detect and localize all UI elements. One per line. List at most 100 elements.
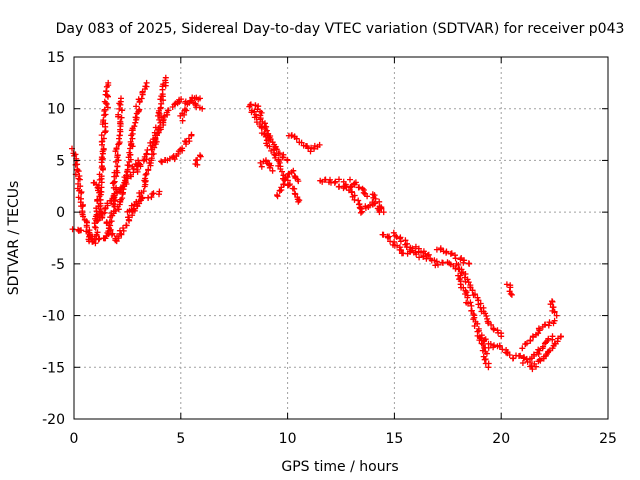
data-point <box>472 291 478 298</box>
data-point <box>104 92 111 99</box>
data-point <box>342 183 349 190</box>
data-point <box>197 152 203 159</box>
data-point <box>98 154 105 161</box>
data-point <box>418 249 424 256</box>
data-point <box>285 170 292 177</box>
data-point <box>443 249 450 256</box>
data-point <box>113 184 120 191</box>
data-point <box>336 183 343 190</box>
data-point <box>69 226 76 233</box>
series-arc-24 <box>453 260 505 340</box>
series-arc-8 <box>134 96 206 175</box>
data-point <box>80 213 87 220</box>
data-point <box>539 345 546 352</box>
data-point <box>142 171 149 178</box>
data-point <box>331 179 338 186</box>
series-arc-9 <box>124 188 163 215</box>
data-point <box>140 188 147 195</box>
series-arc-23 <box>433 245 473 267</box>
data-point <box>490 326 497 333</box>
y-tick-label: -15 <box>42 360 65 376</box>
data-point <box>98 132 105 139</box>
data-point <box>295 178 302 185</box>
data-point <box>138 95 145 102</box>
series-arc-20 <box>347 176 387 216</box>
data-point <box>251 108 258 115</box>
series-arc-22 <box>390 229 430 262</box>
data-point <box>128 202 135 209</box>
data-point <box>546 319 553 326</box>
data-point <box>420 254 427 260</box>
data-point <box>130 206 137 213</box>
data-point <box>183 107 190 114</box>
data-point <box>92 224 99 231</box>
y-axis-label: SDTVAR / TECUs <box>6 181 22 296</box>
x-tick-label: 15 <box>385 431 403 447</box>
data-point <box>380 231 387 238</box>
data-point <box>435 261 441 268</box>
data-point <box>475 327 482 334</box>
data-point <box>349 193 356 200</box>
data-point <box>150 150 157 157</box>
data-point <box>517 352 524 359</box>
y-tick-label: 0 <box>56 205 65 221</box>
data-point <box>433 258 440 265</box>
data-point <box>179 117 186 124</box>
data-point <box>182 106 188 113</box>
data-point <box>311 142 318 149</box>
data-point <box>115 111 122 118</box>
data-point <box>378 205 385 212</box>
x-tick-label: 20 <box>492 431 510 447</box>
data-point <box>75 168 82 175</box>
data-point <box>119 107 126 114</box>
data-point <box>114 233 120 240</box>
data-point <box>100 145 107 152</box>
data-point <box>126 149 133 156</box>
x-tick-label: 10 <box>279 431 297 447</box>
data-point <box>108 231 115 238</box>
data-point <box>103 220 110 227</box>
data-point <box>519 360 526 366</box>
data-point <box>113 145 120 152</box>
data-point <box>308 144 315 151</box>
data-point <box>165 107 172 114</box>
data-point <box>78 227 85 234</box>
data-point <box>457 272 464 279</box>
data-point <box>100 135 107 142</box>
data-point <box>347 183 354 190</box>
data-point <box>371 192 378 199</box>
data-point <box>531 360 538 367</box>
data-point <box>529 366 536 373</box>
data-point <box>279 168 285 175</box>
data-point <box>175 151 182 157</box>
data-point <box>96 193 103 200</box>
data-point <box>385 234 391 241</box>
data-point <box>258 163 265 170</box>
data-point <box>197 153 204 160</box>
data-point <box>155 125 162 132</box>
data-point <box>137 161 144 168</box>
grid-lines <box>74 57 608 419</box>
data-point <box>485 364 492 371</box>
data-point <box>171 101 178 108</box>
data-point <box>471 323 478 329</box>
data-point <box>114 152 121 159</box>
series-arc-27 <box>519 317 558 352</box>
data-point <box>483 350 490 357</box>
data-point <box>158 158 165 165</box>
series-arc-30 <box>503 281 515 298</box>
data-point <box>288 169 295 176</box>
data-point <box>74 167 81 174</box>
data-point <box>248 109 255 116</box>
plot-frame <box>73 56 609 420</box>
data-point <box>362 203 369 210</box>
data-point <box>114 163 121 170</box>
data-point <box>550 304 557 311</box>
data-point <box>553 312 560 319</box>
data-point <box>545 322 552 329</box>
data-point <box>199 105 206 112</box>
data-point <box>457 256 464 263</box>
data-point <box>488 321 495 328</box>
data-point <box>479 341 486 348</box>
data-point <box>549 333 556 340</box>
